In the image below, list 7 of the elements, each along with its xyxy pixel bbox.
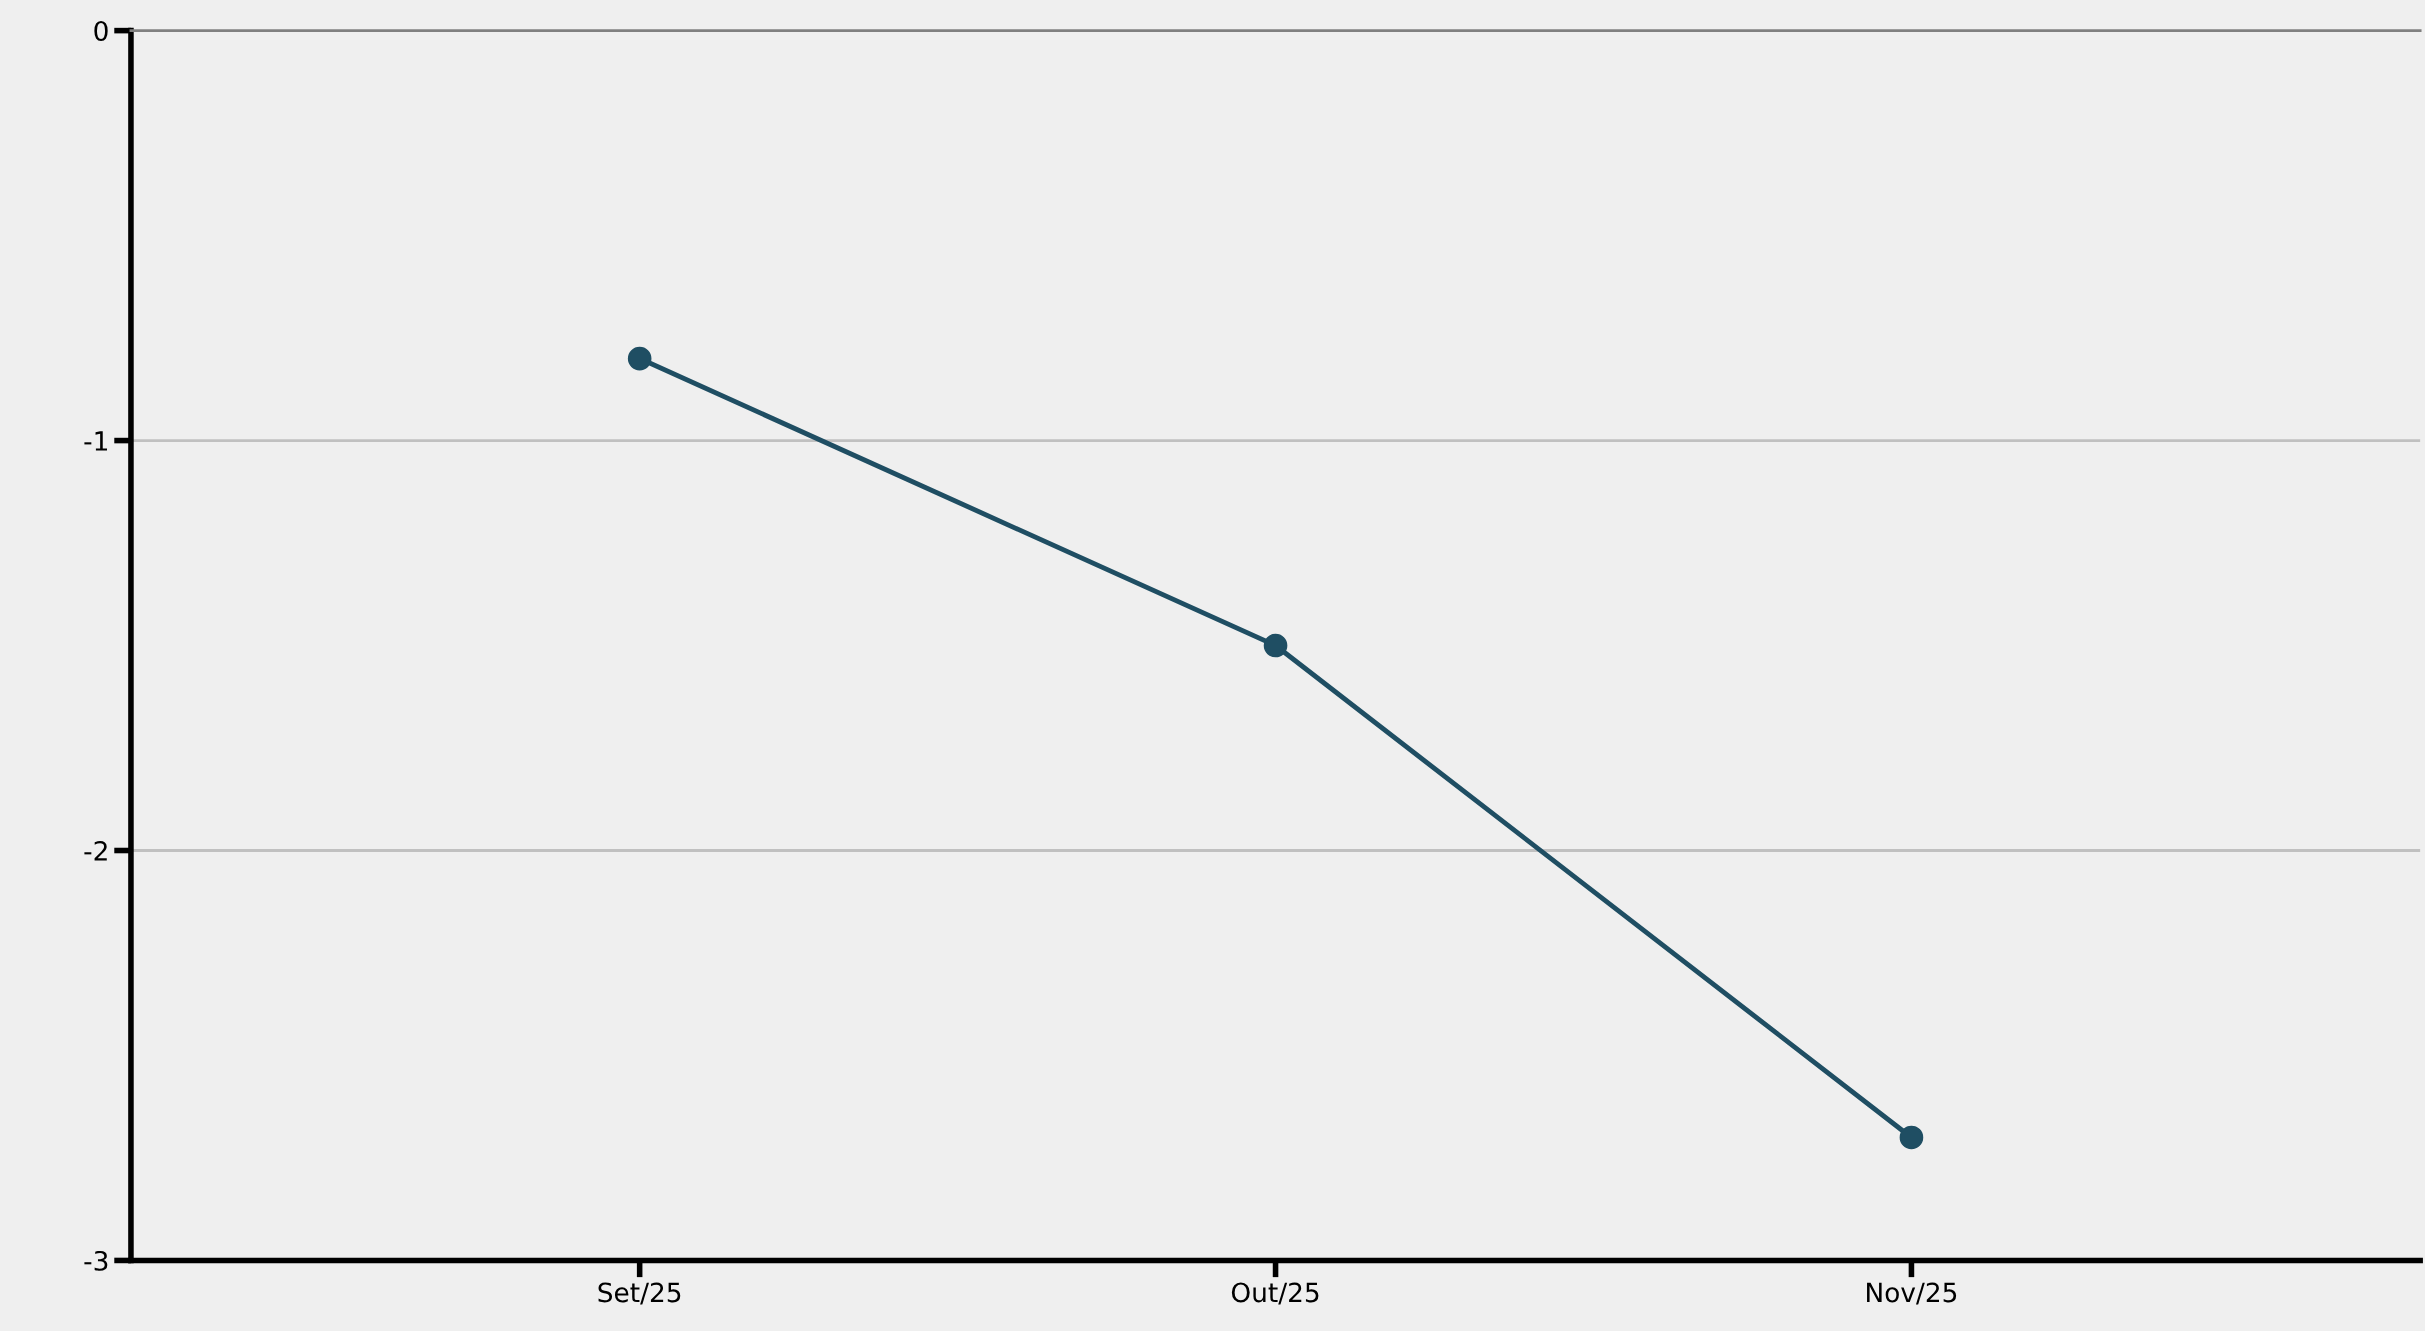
y-tick-label: 0 <box>94 21 108 42</box>
y-tick-label: -3 <box>84 1250 108 1271</box>
y-tick-label: -2 <box>84 840 107 861</box>
x-tick-label: Set/25 <box>598 1282 681 1305</box>
y-tick-label: -1 <box>84 431 107 451</box>
x-tick-label: Nov/25 <box>1867 1282 1957 1305</box>
x-tick-label: Out/25 <box>1231 1282 1319 1305</box>
